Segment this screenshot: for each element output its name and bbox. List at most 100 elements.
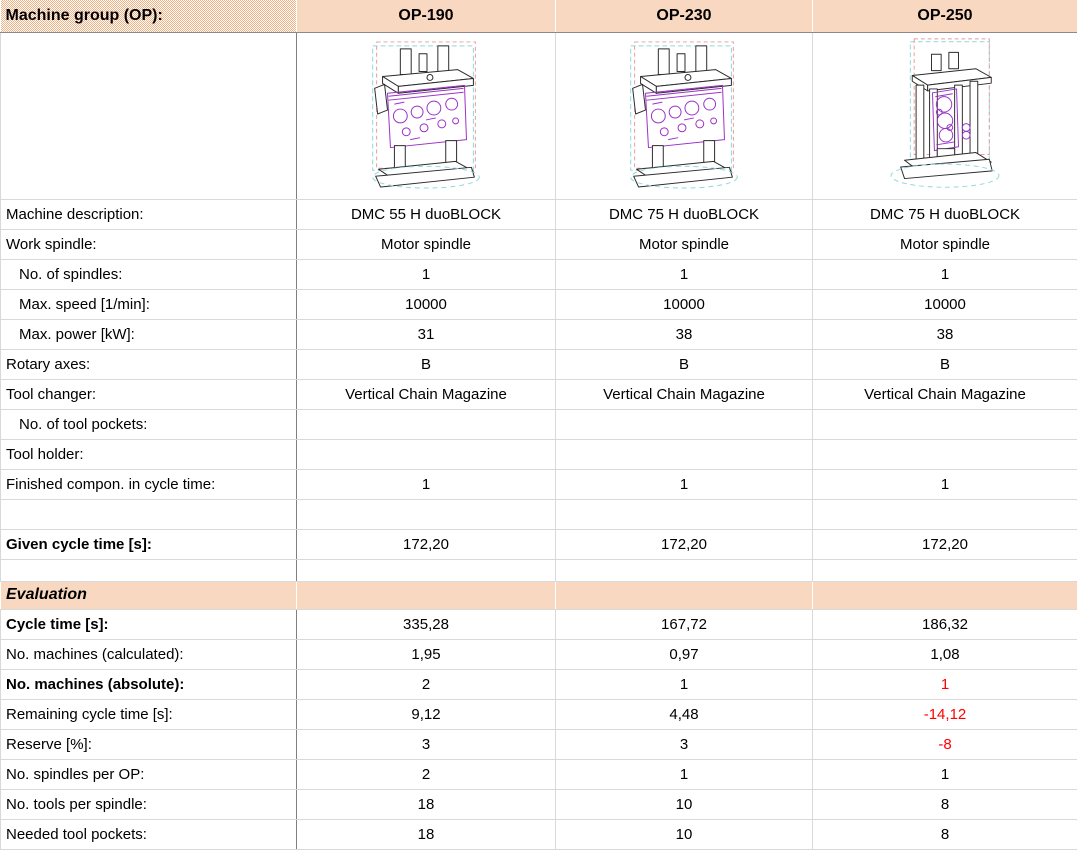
cell-value[interactable]: 1 xyxy=(297,469,556,499)
cell-value[interactable]: 1 xyxy=(556,759,813,789)
cell-value[interactable]: Vertical Chain Magazine xyxy=(297,379,556,409)
row-label[interactable]: No. tools per spindle: xyxy=(1,789,297,819)
cell-value[interactable] xyxy=(813,581,1077,609)
cell-value[interactable]: DMC 55 H duoBLOCK xyxy=(297,199,556,229)
row-label[interactable]: Remaining cycle time [s]: xyxy=(1,699,297,729)
cell-value[interactable]: 1 xyxy=(297,259,556,289)
row-label[interactable]: Finished compon. in cycle time: xyxy=(1,469,297,499)
cell-value[interactable]: 167,72 xyxy=(556,609,813,639)
cell-value-negative[interactable]: -8 xyxy=(813,729,1077,759)
cell-value[interactable]: 3 xyxy=(297,729,556,759)
cell-value[interactable]: 8 xyxy=(813,789,1077,819)
cell-value[interactable]: 2 xyxy=(297,669,556,699)
evaluation-section-label[interactable]: Evaluation xyxy=(1,581,297,609)
cell-value[interactable]: B xyxy=(556,349,813,379)
row-label[interactable]: Tool changer: xyxy=(1,379,297,409)
cell-value[interactable]: 2 xyxy=(297,759,556,789)
cell-value[interactable]: 31 xyxy=(297,319,556,349)
cell-value[interactable]: 4,48 xyxy=(556,699,813,729)
cell-value[interactable]: 10 xyxy=(556,789,813,819)
cell-value[interactable]: 172,20 xyxy=(556,529,813,559)
op190-image-cell[interactable] xyxy=(297,32,556,199)
cell-value[interactable]: 1,08 xyxy=(813,639,1077,669)
cell-value[interactable]: 10000 xyxy=(297,289,556,319)
row-label[interactable]: Reserve [%]: xyxy=(1,729,297,759)
cell-value[interactable]: 10 xyxy=(556,819,813,849)
cell-value[interactable]: 10000 xyxy=(813,289,1077,319)
row-label[interactable]: No. of spindles: xyxy=(1,259,297,289)
cell-value[interactable]: Motor spindle xyxy=(813,229,1077,259)
cell-value[interactable]: Motor spindle xyxy=(297,229,556,259)
cell-value[interactable]: 10000 xyxy=(556,289,813,319)
cell-value[interactable]: 38 xyxy=(813,319,1077,349)
cell-value[interactable]: 1 xyxy=(556,669,813,699)
cell-value[interactable]: 18 xyxy=(297,789,556,819)
cell-value[interactable]: 1 xyxy=(813,259,1077,289)
row-label[interactable] xyxy=(1,499,297,529)
row-label[interactable]: Max. speed [1/min]: xyxy=(1,289,297,319)
cell-value[interactable] xyxy=(297,559,556,581)
row-label[interactable]: No. spindles per OP: xyxy=(1,759,297,789)
row-label[interactable] xyxy=(1,559,297,581)
op230-image-cell[interactable] xyxy=(556,32,813,199)
cell-value[interactable]: 9,12 xyxy=(297,699,556,729)
cell-value[interactable]: Vertical Chain Magazine xyxy=(813,379,1077,409)
cell-value[interactable]: 1 xyxy=(556,469,813,499)
cell-value-negative[interactable]: -14,12 xyxy=(813,699,1077,729)
cell-value[interactable] xyxy=(813,559,1077,581)
row-label[interactable]: Needed tool pockets: xyxy=(1,819,297,849)
cell-value[interactable] xyxy=(556,499,813,529)
row-label[interactable]: Tool holder: xyxy=(1,439,297,469)
image-row-empty-cell[interactable] xyxy=(1,32,297,199)
cell-value[interactable]: Vertical Chain Magazine xyxy=(556,379,813,409)
cell-value[interactable] xyxy=(813,439,1077,469)
cell-value[interactable]: B xyxy=(813,349,1077,379)
cell-value[interactable]: 0,97 xyxy=(556,639,813,669)
row-label[interactable]: Cycle time [s]: xyxy=(1,609,297,639)
cell-value[interactable]: 186,32 xyxy=(813,609,1077,639)
row-label[interactable]: No. machines (absolute): xyxy=(1,669,297,699)
cell-value[interactable]: 1,95 xyxy=(297,639,556,669)
cell-value[interactable] xyxy=(813,499,1077,529)
header-op230-cell[interactable]: OP-230 xyxy=(556,0,813,32)
row-label[interactable]: Machine description: xyxy=(1,199,297,229)
cell-value[interactable] xyxy=(297,439,556,469)
cell-value[interactable]: DMC 75 H duoBLOCK xyxy=(813,199,1077,229)
cell-value[interactable] xyxy=(297,499,556,529)
cell-value[interactable]: 8 xyxy=(813,819,1077,849)
cell-value[interactable]: 18 xyxy=(297,819,556,849)
cell-value[interactable] xyxy=(556,409,813,439)
cell-value[interactable]: 1 xyxy=(813,759,1077,789)
row-label[interactable]: No. machines (calculated): xyxy=(1,639,297,669)
cell-value[interactable]: 1 xyxy=(556,259,813,289)
cell-value[interactable]: B xyxy=(297,349,556,379)
row-label[interactable]: Rotary axes: xyxy=(1,349,297,379)
cell-value[interactable] xyxy=(297,581,556,609)
cell-value[interactable]: 1 xyxy=(813,469,1077,499)
row-label[interactable]: Work spindle: xyxy=(1,229,297,259)
header-op190-cell[interactable]: OP-190 xyxy=(297,0,556,32)
row-label[interactable]: No. of tool pockets: xyxy=(1,409,297,439)
cell-value[interactable]: 38 xyxy=(556,319,813,349)
header-machine-group-cell[interactable]: Machine group (OP): xyxy=(1,0,297,32)
cell-value[interactable]: Motor spindle xyxy=(556,229,813,259)
cell-value[interactable]: 335,28 xyxy=(297,609,556,639)
cell-value[interactable] xyxy=(297,409,556,439)
cell-value[interactable] xyxy=(556,581,813,609)
row-label[interactable]: Given cycle time [s]: xyxy=(1,529,297,559)
row-label[interactable]: Max. power [kW]: xyxy=(1,319,297,349)
cell-value[interactable]: 3 xyxy=(556,729,813,759)
cell-value[interactable] xyxy=(813,409,1077,439)
cell-value[interactable] xyxy=(556,439,813,469)
cell-value[interactable] xyxy=(556,559,813,581)
cell-value[interactable]: 172,20 xyxy=(813,529,1077,559)
spacer-row xyxy=(1,559,1077,581)
cell-value-negative[interactable]: 1 xyxy=(813,669,1077,699)
cell-value[interactable]: DMC 75 H duoBLOCK xyxy=(556,199,813,229)
cell-value[interactable]: 172,20 xyxy=(297,529,556,559)
header-op250-cell[interactable]: OP-250 xyxy=(813,0,1077,32)
op250-image-cell[interactable] xyxy=(813,32,1077,199)
